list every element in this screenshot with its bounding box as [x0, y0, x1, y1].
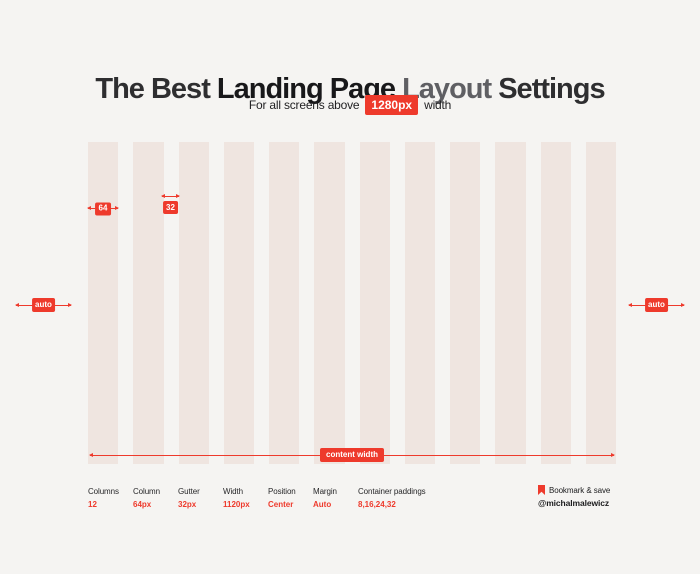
grid-column — [133, 142, 164, 464]
bookmark-text: Bookmark & save — [549, 485, 611, 495]
grid-column — [88, 142, 119, 464]
content-width-measure: content width — [89, 448, 615, 462]
gutter-width-badge: 32 — [162, 201, 179, 214]
stat-label: Container paddings — [358, 487, 426, 496]
margin-auto-left-badge: auto — [31, 298, 56, 312]
grid-column — [540, 142, 571, 464]
stat-item: Columns 12 — [88, 487, 119, 509]
stat-label: Column — [133, 487, 160, 496]
grid-column — [223, 142, 254, 464]
grid-column — [404, 142, 435, 464]
bookmark-icon — [538, 485, 545, 495]
grid-column — [585, 142, 616, 464]
grid-columns — [88, 142, 616, 464]
grid-column — [178, 142, 209, 464]
subtitle-prefix: For all screens above — [248, 98, 360, 112]
stat-value: 64px — [133, 500, 152, 509]
content-width-badge: content width — [320, 448, 384, 462]
grid-column — [495, 142, 526, 464]
stat-item: Width 1120px — [223, 487, 250, 509]
stat-label: Position — [268, 487, 296, 496]
gutter-width-measure: 32 — [161, 192, 180, 216]
stat-value: Center — [268, 500, 294, 509]
grid-column — [314, 142, 345, 464]
stat-item: Column 64px — [133, 487, 160, 509]
stat-label: Columns — [88, 487, 119, 496]
stat-label: Margin — [313, 487, 337, 496]
stat-value: 12 — [88, 500, 97, 509]
stat-item: Position Center — [268, 487, 296, 509]
title-part-regular-2: Settings — [498, 73, 605, 106]
grid-column — [450, 142, 481, 464]
author-handle: @michalmalewicz — [538, 498, 610, 508]
measure-arrow — [161, 194, 180, 198]
column-width-measure: 64 — [87, 202, 119, 215]
column-width-badge: 64 — [95, 202, 111, 215]
margin-auto-right-badge: auto — [644, 298, 669, 312]
grid-column — [359, 142, 390, 464]
stat-value: 1120px — [223, 500, 250, 509]
screen-size-badge: 1280px — [365, 95, 419, 115]
stat-item: Container paddings 8,16,24,32 — [358, 487, 426, 509]
stat-item: Margin Auto — [313, 487, 337, 509]
stat-value: 32px — [178, 500, 197, 509]
grid-column — [269, 142, 300, 464]
stat-value: Auto — [313, 500, 332, 509]
margin-auto-left: auto — [15, 298, 72, 312]
stats-row: Columns 12 Column 64px Gutter 32px Width 1120px… — [88, 487, 448, 515]
title-part-regular: The Best — [95, 73, 217, 106]
subtitle-suffix: width — [424, 98, 452, 112]
stat-label: Gutter — [178, 487, 200, 496]
stat-value: 8,16,24,32 — [358, 500, 396, 509]
bookmark-row: Bookmark & save — [538, 485, 610, 495]
subtitle: For all screens above 1280px width — [0, 95, 700, 115]
margin-auto-right: auto — [628, 298, 685, 312]
stat-label: Width — [223, 487, 243, 496]
stat-item: Gutter 32px — [178, 487, 200, 509]
